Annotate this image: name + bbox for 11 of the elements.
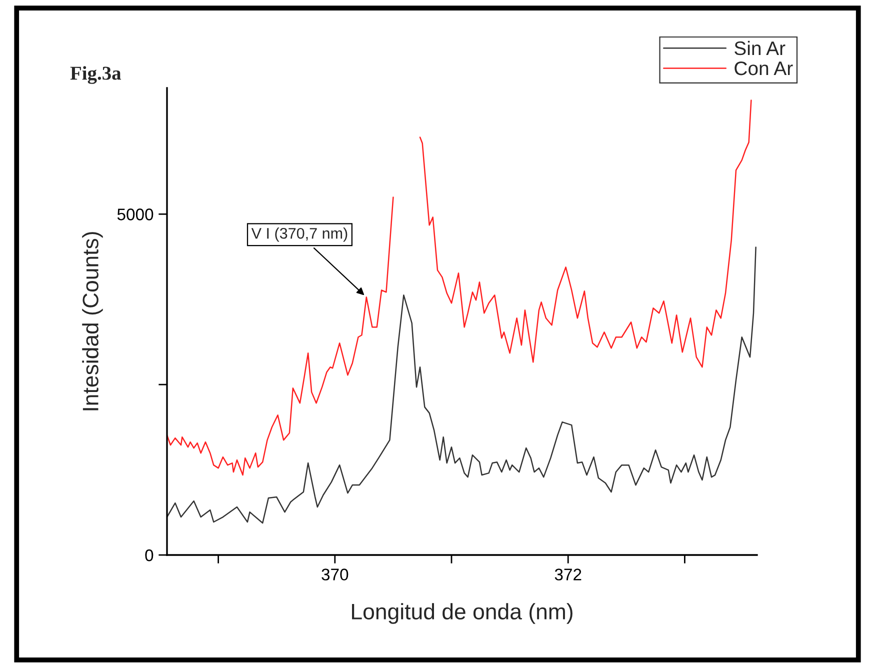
legend-label: Con Ar: [734, 61, 793, 76]
annotation: V I (370,7 nm): [251, 228, 348, 242]
y-tick-label: 5000: [117, 208, 154, 220]
x-tick-label: 370: [322, 568, 348, 580]
y-tick-label: 0: [145, 549, 154, 562]
legend-label: Sin Ar: [734, 40, 786, 56]
x-axis-title: Longitud de onda (nm): [352, 603, 572, 624]
x-tick-label: 372: [554, 568, 582, 580]
y-axis-title: Intesidad (Counts): [82, 232, 103, 410]
chart-title: Fig.3a: [70, 66, 122, 84]
line-series: [167, 246, 756, 524]
